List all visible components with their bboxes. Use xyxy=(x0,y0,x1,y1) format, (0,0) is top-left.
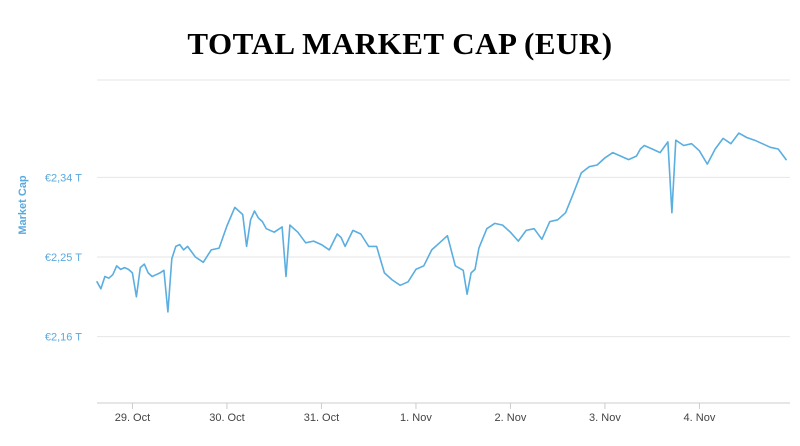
x-tick-label: 4. Nov xyxy=(684,412,716,424)
x-tick-label: 2. Nov xyxy=(495,412,527,424)
grid-lines xyxy=(97,79,790,338)
x-tick-label: 30. Oct xyxy=(209,412,244,424)
y-tick-label: €2,16 T xyxy=(45,332,82,344)
x-tick-label: 31. Oct xyxy=(304,412,339,424)
y-tick-label: €2,25 T xyxy=(45,252,82,264)
chart-title: TOTAL MARKET CAP (EUR) xyxy=(187,26,613,61)
series-line xyxy=(96,132,787,313)
y-tick-label: €2,34 T xyxy=(45,172,82,184)
x-axis-ticks: 29. Oct 30. Oct 31. Oct 1. Nov 2. Nov 3. Nov 4… xyxy=(115,403,716,424)
x-tick-label: 3. Nov xyxy=(589,412,621,424)
series-group xyxy=(96,132,787,313)
x-tick-label: 29. Oct xyxy=(115,412,150,424)
x-tick-label: 1. Nov xyxy=(400,412,432,424)
y-axis-label: Market Cap xyxy=(17,175,29,235)
y-axis-ticks: €2,16 T €2,25 T €2,34 T xyxy=(45,172,82,343)
